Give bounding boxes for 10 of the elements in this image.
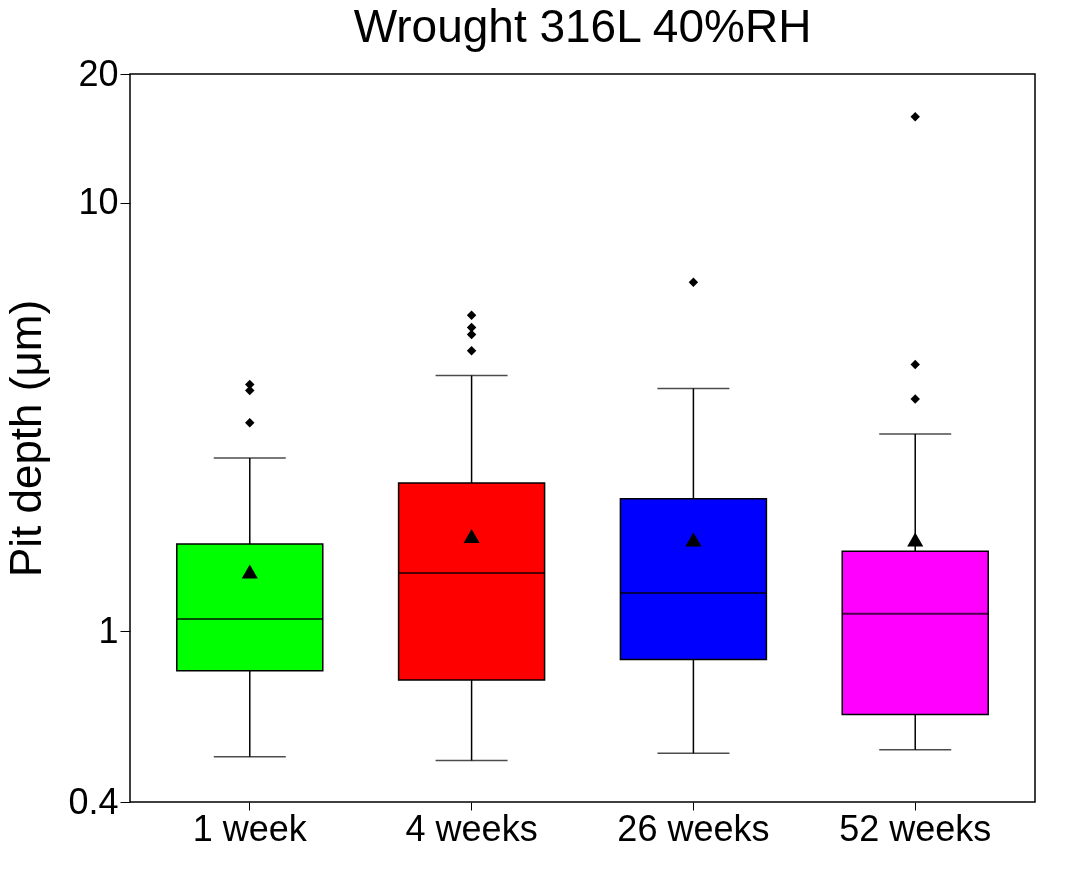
y-tick-label: 10	[78, 181, 119, 223]
x-tick-label: 26 weeks	[617, 807, 770, 849]
x-tick-label: 4 weeks	[405, 807, 538, 849]
y-tick-label: 20	[78, 52, 119, 94]
x-tick-label: 1 week	[192, 807, 308, 849]
y-axis-title: Pit depth (μm)	[1, 299, 51, 578]
x-tick-label: 52 weeks	[839, 807, 992, 849]
y-tick-label: 0.4	[68, 780, 119, 822]
chart-title: Wrought 316L 40%RH	[353, 0, 812, 52]
y-tick-label: 1	[98, 609, 119, 651]
